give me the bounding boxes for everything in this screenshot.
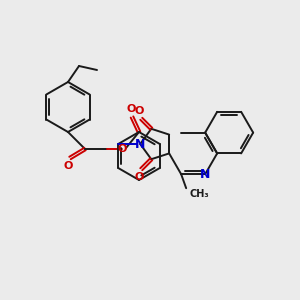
Text: O: O (135, 106, 144, 116)
Text: CH₃: CH₃ (189, 189, 209, 199)
Text: O: O (135, 172, 144, 182)
Text: N: N (135, 137, 146, 151)
Text: O: O (126, 104, 136, 114)
Text: O: O (117, 144, 127, 154)
Text: O: O (63, 161, 73, 171)
Text: N: N (200, 168, 210, 181)
